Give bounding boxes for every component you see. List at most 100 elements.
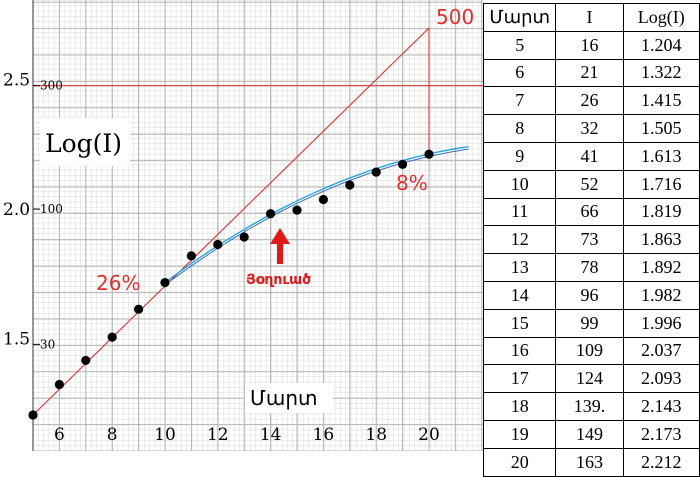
- fit-curve: [164, 145, 469, 284]
- data-point: [107, 332, 117, 342]
- cell-marts: 18: [482, 392, 557, 421]
- cell-i: 73: [555, 225, 624, 255]
- cell-i: 124: [555, 364, 624, 394]
- table-row: 20 163 2.212: [482, 447, 700, 477]
- data-point: [292, 205, 302, 215]
- table-row: 8 32 1.505: [482, 114, 700, 143]
- x-tick-label: 12: [207, 425, 229, 445]
- x-tick-label: 14: [260, 425, 282, 445]
- data-point: [345, 180, 355, 190]
- cell-log: 1.505: [622, 114, 700, 143]
- table-row: 15 99 1.996: [482, 308, 700, 338]
- data-points: [28, 149, 434, 420]
- percent-8-label: 8%: [396, 171, 428, 195]
- secondary-y-tick-label: 30: [40, 337, 55, 351]
- data-point: [54, 379, 64, 390]
- cell-log: 1.819: [622, 197, 700, 227]
- cell-marts: 15: [482, 308, 557, 338]
- x-tick-label: 20: [418, 425, 440, 445]
- data-point: [186, 251, 196, 261]
- secondary-y-tick-label: 100: [40, 202, 63, 216]
- chart: 6 8 10 12 14 16 18 20 1.5 2.0 2.5 30 100 300 Log(I) Մա…: [3, 0, 483, 451]
- x-tick-label: 10: [154, 425, 176, 445]
- header-log: Log(I): [622, 3, 700, 32]
- cell-marts: 11: [482, 197, 557, 227]
- data-point: [424, 149, 434, 159]
- cell-marts: 10: [482, 169, 557, 199]
- tick-labels: 6 8 10 12 14 16 18 20 1.5 2.0 2.5 30 100 300: [3, 71, 440, 445]
- cell-i: 96: [555, 280, 624, 310]
- fit-curve-lower: [164, 148, 469, 286]
- cell-i: 32: [555, 114, 624, 143]
- cell-log: 2.173: [622, 419, 700, 449]
- label-500: 500: [436, 5, 474, 29]
- cell-i: 16: [555, 30, 624, 60]
- data-point: [213, 239, 223, 250]
- cell-log: 2.093: [622, 364, 700, 394]
- x-tick-label: 6: [54, 425, 65, 445]
- cell-i: 66: [555, 197, 624, 227]
- cell-i: 139.: [555, 392, 624, 421]
- x-tick-label: 18: [365, 425, 387, 445]
- header-i: I: [555, 3, 624, 32]
- cell-i: 109: [555, 336, 624, 366]
- x-axis-label: Մարտ: [250, 386, 317, 410]
- data-point: [160, 277, 170, 288]
- arrow-label: Յօղուած: [246, 272, 311, 288]
- cell-i: 163: [555, 447, 624, 477]
- data-point: [81, 355, 91, 366]
- table-row: 6 21 1.322: [482, 58, 700, 88]
- cell-i: 41: [555, 141, 624, 171]
- table-row: 7 26 1.415: [482, 86, 700, 116]
- cell-log: 1.613: [622, 141, 700, 171]
- table-row: 16 109 2.037: [482, 336, 700, 366]
- table-row: 18 139. 2.143: [482, 392, 700, 421]
- cell-marts: 16: [482, 336, 557, 366]
- cell-marts: 19: [482, 419, 557, 449]
- cell-log: 2.143: [622, 392, 700, 421]
- cell-log: 1.716: [622, 169, 700, 199]
- table-row: 5 16 1.204: [482, 30, 700, 60]
- secondary-y-tick-label: 300: [40, 79, 63, 93]
- xlabel-background: [245, 383, 333, 413]
- cell-marts: 5: [482, 30, 557, 60]
- cell-marts: 7: [482, 86, 557, 116]
- data-point: [266, 209, 276, 219]
- data-point: [371, 167, 381, 177]
- table-row: 14 96 1.982: [482, 280, 700, 310]
- table-row: 9 41 1.613: [482, 141, 700, 171]
- cell-marts: 8: [482, 114, 557, 143]
- extrapolation-line: [32, 27, 430, 416]
- x-tick-label: 16: [313, 425, 335, 445]
- cell-log: 1.322: [622, 58, 700, 88]
- table-row: 11 66 1.819: [482, 197, 700, 227]
- cell-marts: 13: [482, 253, 557, 282]
- cell-log: 1.204: [622, 30, 700, 60]
- y-tick-label: 1.5: [3, 329, 30, 349]
- cell-i: 99: [555, 308, 624, 338]
- data-point: [239, 232, 249, 242]
- arrow-up-icon: [270, 228, 290, 264]
- data-table: Մարտ I Log(I) 5 16 1.204 6 21 1.322 7 26 1.415 8 3…: [482, 3, 700, 477]
- cell-i: 78: [555, 253, 624, 282]
- header-marts: Մարտ: [482, 3, 557, 32]
- ylabel-background: [40, 118, 130, 166]
- cell-marts: 20: [482, 447, 557, 477]
- cell-log: 1.415: [622, 86, 700, 116]
- table-row: 13 78 1.892: [482, 253, 700, 282]
- cell-log: 2.212: [622, 447, 700, 477]
- cell-marts: 6: [482, 58, 557, 88]
- cell-marts: 9: [482, 141, 557, 171]
- reference-lines: [32, 27, 483, 416]
- table-row: 19 149 2.173: [482, 419, 700, 449]
- table-row: 12 73 1.863: [482, 225, 700, 255]
- cell-log: 1.996: [622, 308, 700, 338]
- cell-marts: 12: [482, 225, 557, 255]
- annotations: Log(I) Մարտ 500 26% 8% Յօղուած: [40, 5, 474, 413]
- cell-i: 26: [555, 86, 624, 116]
- cell-log: 1.982: [622, 280, 700, 310]
- y-axis-label: Log(I): [45, 129, 122, 158]
- cell-log: 2.037: [622, 336, 700, 366]
- data-point: [134, 304, 144, 314]
- cell-i: 21: [555, 58, 624, 88]
